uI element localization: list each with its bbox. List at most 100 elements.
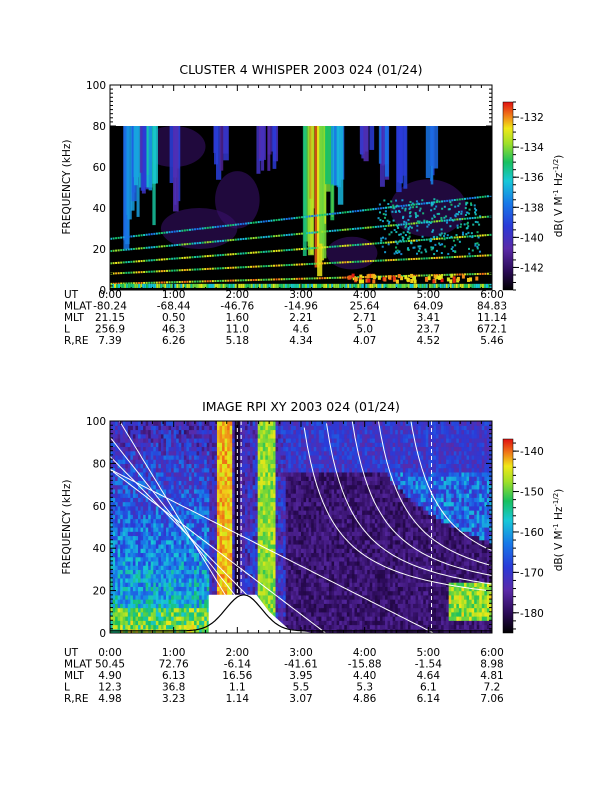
harmonic-dot [324,231,326,233]
harmonic-dot [293,217,295,219]
harmonic-dot [146,260,148,262]
low-band [349,284,351,288]
harmonic-dot [278,235,280,237]
harmonic-dot [270,265,272,267]
low-band [124,284,126,288]
emission-cloud [428,224,430,226]
low-band [150,284,152,288]
harmonic-dot [354,261,356,263]
emission-cloud [450,217,452,219]
low-band [410,284,412,288]
low-band [341,284,343,288]
harmonic-dot [125,249,127,251]
low-band [245,284,247,288]
emission-cloud [382,246,384,248]
harmonic-dot [472,197,474,199]
harmonic-dot [197,228,199,230]
emission-cloud [430,240,432,242]
ephemeris-value: 25.64 [350,301,380,313]
ephemeris-value: 4:00 [353,289,377,301]
harmonic-dot [367,243,369,245]
harmonic-dot [421,239,423,241]
emission-cloud [397,227,399,229]
emission-cloud [457,227,459,229]
low-band [285,284,287,288]
ephemeris-value: 11.14 [477,312,507,324]
low-band [273,284,275,288]
emission-cloud [416,225,418,227]
harmonic-dot [464,256,466,258]
harmonic-dot [441,237,443,239]
harmonic-dot [120,249,122,251]
harmonic-dot [176,269,178,271]
harmonic-dot [197,281,199,283]
low-band [371,284,373,288]
ephemeris-value: 3:00 [289,289,313,301]
harmonic-dot [235,253,237,255]
emission-cloud [416,230,418,232]
emission-cloud [378,217,380,219]
harmonic-dot [263,251,265,253]
harmonic-dot [245,266,247,268]
harmonic-dot [227,239,229,241]
harmonic-dot [163,281,165,283]
intense-patch [425,277,428,281]
harmonic-dot [454,256,456,258]
harmonic-dot [128,248,130,250]
emission-cloud [379,211,381,213]
harmonic-dot [146,247,148,249]
emission-cloud [430,222,432,224]
harmonic-dot [461,218,463,220]
burst-streak [140,126,143,173]
emission-cloud [466,227,468,229]
emission-cloud [410,242,412,244]
ephemeris-value: 11.0 [226,324,249,336]
harmonic-dot [268,236,270,238]
low-band [391,284,393,288]
low-band [367,284,369,288]
emission-cloud [436,250,438,252]
harmonic-dot [245,279,247,281]
harmonic-dot [339,245,341,247]
harmonic-dot [484,234,486,236]
harmonic-dot [199,228,201,230]
harmonic-dot [291,278,293,280]
burst-streak [426,126,430,178]
burst-streak [134,126,139,177]
harmonic-dot [258,251,260,253]
harmonic-dot [169,258,171,260]
emission-cloud [388,243,390,245]
harmonic-dot [388,225,390,227]
emission-cloud [384,228,386,230]
harmonic-dot [158,259,160,261]
harmonic-dot [444,274,446,276]
harmonic-dot [304,263,306,265]
harmonic-dot [385,225,387,227]
harmonic-dot [143,234,145,236]
harmonic-dot [135,235,137,237]
ephemeris-value: -14.96 [284,301,318,313]
emission-cloud [477,221,479,223]
harmonic-dot [237,223,239,225]
harmonic-dot [207,241,209,243]
harmonic-dot [314,231,316,233]
burst-streak [381,126,384,165]
emission-cloud [395,200,397,202]
low-band [196,284,198,288]
harmonic-dot [273,219,275,221]
harmonic-dot [194,281,196,283]
low-band [164,284,166,288]
harmonic-dot [260,221,262,223]
harmonic-dot [316,247,318,249]
harmonic-dot [393,259,395,261]
emission-cloud [388,221,390,223]
harmonic-dot [388,206,390,208]
harmonic-dot [133,248,135,250]
harmonic-dot [357,210,359,212]
harmonic-dot [390,241,392,243]
harmonic-dot [153,271,155,273]
harmonic-dot [166,258,168,260]
harmonic-dot [237,266,239,268]
emission-cloud [477,247,479,249]
low-band [329,284,331,288]
